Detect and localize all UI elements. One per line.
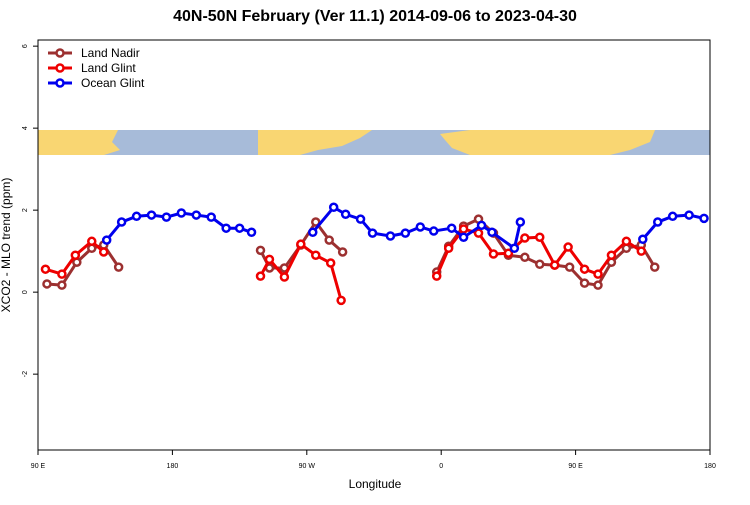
chart-title: 40N-50N February (Ver 11.1) 2014-09-06 t… (173, 8, 577, 25)
legend-label: Ocean Glint (81, 76, 145, 90)
data-point (255, 245, 266, 256)
map-strip (38, 130, 710, 155)
data-point (221, 223, 231, 233)
data-point (458, 224, 469, 234)
data-point (246, 227, 257, 238)
data-point (621, 236, 632, 247)
data-point (515, 217, 526, 227)
data-point (699, 213, 709, 224)
data-point (340, 209, 351, 219)
data-point (428, 226, 439, 236)
data-point (116, 217, 127, 227)
data-point (324, 235, 334, 245)
data-point (308, 227, 318, 238)
data-point (431, 271, 442, 281)
legend-marker (55, 78, 65, 88)
data-point (367, 228, 378, 238)
data-point (328, 202, 339, 213)
legend-marker (55, 63, 65, 73)
data-point (146, 210, 157, 220)
x-tick-label: 90 W (299, 463, 316, 470)
data-point (520, 252, 530, 263)
data-point (458, 232, 469, 242)
legend-marker (55, 48, 65, 58)
y-tick-label: 2 (22, 208, 29, 212)
data-point (98, 247, 109, 257)
data-point (113, 262, 124, 272)
data-point (535, 259, 545, 270)
data-point (42, 279, 52, 289)
data-point (473, 228, 484, 238)
data-point (296, 239, 306, 249)
data-point (400, 228, 411, 238)
data-point (649, 262, 660, 272)
data-point (355, 214, 366, 224)
data-point (638, 234, 648, 245)
y-tick-label: 4 (22, 126, 29, 130)
data-point (336, 295, 346, 306)
data-point (176, 208, 187, 218)
data-point (503, 248, 514, 258)
y-tick-label: 0 (22, 290, 29, 294)
data-point (652, 217, 663, 227)
x-tick-label: 180 (167, 463, 179, 470)
y-axis-label: XCO2 - MLO trend (ppm) (0, 178, 13, 313)
data-point (684, 210, 694, 220)
data-point (279, 272, 290, 282)
data-point (549, 260, 560, 270)
plot-frame (37, 39, 711, 451)
data-point (206, 212, 216, 222)
x-tick-label: 90 E (31, 463, 46, 470)
data-point (593, 269, 603, 279)
data-point (385, 231, 396, 241)
data-point (667, 211, 678, 222)
data-point (131, 211, 142, 222)
data-point (337, 247, 348, 257)
data-point (520, 233, 530, 243)
x-axis-label: Longitude (349, 477, 402, 491)
data-point (87, 236, 97, 247)
data-point (564, 262, 575, 272)
x-tick-label: 0 (439, 463, 443, 470)
data-point (606, 250, 617, 260)
data-point (509, 243, 520, 254)
data-point (415, 222, 426, 232)
data-point (161, 212, 172, 222)
data-point (476, 220, 487, 231)
data-point (311, 217, 321, 227)
data-point (579, 264, 590, 274)
data-point (579, 278, 590, 288)
data-point (443, 243, 454, 254)
data-point (446, 223, 457, 233)
y-tick-label: 6 (22, 44, 29, 48)
data-point (325, 258, 336, 268)
data-point (636, 246, 647, 256)
data-point (487, 227, 497, 238)
data-point (40, 264, 51, 274)
data-point (70, 250, 81, 260)
x-tick-label: 90 E (568, 463, 583, 470)
y-tick-label: -2 (22, 371, 29, 377)
x-tick-label: 180 (704, 463, 716, 470)
data-point (57, 269, 67, 279)
data-point (101, 235, 112, 245)
legend-label: Land Nadir (81, 46, 140, 60)
legend-label: Land Glint (81, 61, 136, 75)
data-point (311, 250, 321, 260)
data-point (593, 280, 603, 290)
data-point (264, 254, 275, 265)
data-point (57, 280, 67, 290)
data-point (191, 210, 202, 220)
data-point (234, 223, 245, 233)
data-point (488, 249, 499, 259)
data-point (255, 271, 266, 281)
data-point (535, 232, 545, 242)
data-point (563, 242, 573, 252)
